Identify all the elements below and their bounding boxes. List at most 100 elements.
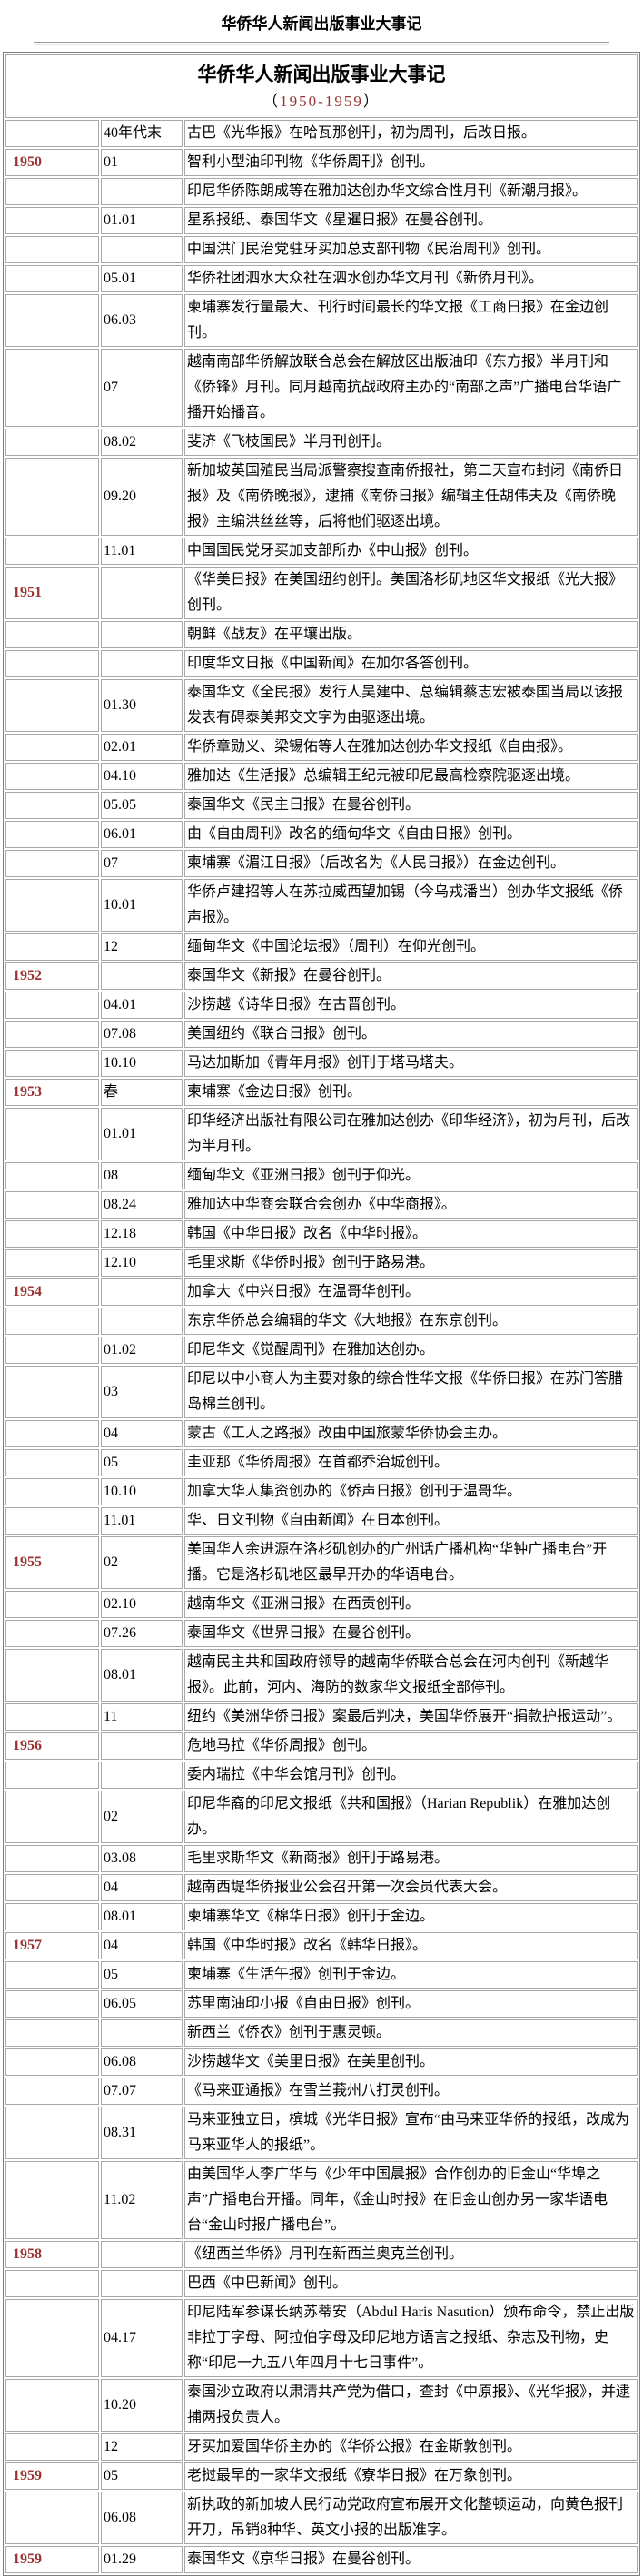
- year-cell: 1954: [5, 1278, 99, 1306]
- event-cell: 雅加达中华商会联合会创办《中华商报》。: [184, 1191, 638, 1219]
- year-cell: [5, 1762, 99, 1789]
- table-row: 01.01 印华经济出版社有限公司在雅加达创办《印华经济》，初为月刊，后改为半月刊…: [5, 1108, 638, 1160]
- table-row: 12.18 韩国《中华日报》改名《中华时报》。: [5, 1220, 638, 1248]
- table-row: 印尼华侨陈朗成等在雅加达创办华文综合性月刊《新潮月报》。: [5, 178, 638, 205]
- event-cell: 雅加达《生活报》总编辑王纪元被印尼最高检察院驱逐出境。: [184, 763, 638, 790]
- event-cell: 中国国民党牙买加支部所办《中山报》创刊。: [184, 538, 638, 565]
- date-cell: [101, 1278, 183, 1306]
- event-cell: 美国华人余进源在洛杉矶创办的广州话广播机构“华钟广播电台”开播。它是洛杉矶地区最…: [184, 1536, 638, 1589]
- year-cell: [5, 1449, 99, 1476]
- events-table-body: 40年代末 古巴《光华报》在哈瓦那创刊，初为周刊，后改日报。 1950 01 智利小型油…: [5, 120, 638, 2573]
- year-cell: [5, 2270, 99, 2297]
- event-cell: 柬埔寨《金边日报》创刊。: [184, 1079, 638, 1106]
- year-cell: [5, 850, 99, 877]
- event-cell: 由《自由周刊》改名的缅甸华文《自由日报》创刊。: [184, 821, 638, 848]
- table-row: 02.10 越南华文《亚洲日报》在西贡创刊。: [5, 1591, 638, 1618]
- event-cell: 东京华侨总会编辑的华文《大地报》在东京创刊。: [184, 1308, 638, 1335]
- date-cell: [101, 2241, 183, 2268]
- year-cell: [5, 821, 99, 848]
- event-cell: 新执政的新加坡人民行动党政府宣布展开文化整顿运动，向黄色报刊开刀，吊销8种华、英…: [184, 2492, 638, 2544]
- date-cell: 04: [101, 1420, 183, 1447]
- table-row: 07.26 泰国华文《世界日报》在曼谷创刊。: [5, 1620, 638, 1647]
- table-row: 11.01 中国国民党牙买加支部所办《中山报》创刊。: [5, 538, 638, 565]
- date-cell: 08.02: [101, 429, 183, 456]
- table-row: 09.20 新加坡英国殖民当局派警察搜查南侨报社，第二天宣布封闭《南侨日报》及《南…: [5, 458, 638, 536]
- table-row: 1959 05 老挝最早的一家华文报纸《寮华日报》在万象创刊。: [5, 2462, 638, 2490]
- date-cell: 01.01: [101, 207, 183, 234]
- date-cell: 12: [101, 2433, 183, 2461]
- event-cell: 越南西堤华侨报业公会召开第一次会员代表大会。: [184, 1874, 638, 1901]
- table-row: 08 缅甸华文《亚洲日报》创刊于仰光。: [5, 1162, 638, 1189]
- event-cell: 《纽西兰华侨》月刊在新西兰奥克兰创刊。: [184, 2241, 638, 2268]
- year-cell: [5, 2019, 99, 2047]
- date-cell: 10.20: [101, 2379, 183, 2432]
- date-cell: 12.18: [101, 1220, 183, 1248]
- event-cell: 印度华文日报《中国新闻》在加尔各答创刊。: [184, 650, 638, 677]
- date-cell: 11.02: [101, 2161, 183, 2239]
- year-cell: [5, 207, 99, 234]
- date-cell: 01.30: [101, 679, 183, 732]
- event-cell: 蒙古《工人之路报》改由中国旅蒙华侨协会主办。: [184, 1420, 638, 1447]
- event-cell: 古巴《光华报》在哈瓦那创刊，初为周刊，后改日报。: [184, 120, 638, 147]
- year-cell: [5, 1620, 99, 1647]
- date-cell: 07: [101, 349, 183, 427]
- table-row: 01.01 星系报纸、泰国华文《星暹日报》在曼谷创刊。: [5, 207, 638, 234]
- event-cell: 沙捞越《诗华日报》在古晋创刊。: [184, 992, 638, 1019]
- table-row: 1957 04 韩国《中华时报》改名《韩华日报》。: [5, 1932, 638, 1959]
- date-cell: 08.31: [101, 2107, 183, 2159]
- event-cell: 缅甸华文《中国论坛报》（周刊）在仰光创刊。: [184, 933, 638, 961]
- event-cell: 华侨卢建招等人在苏拉威西望加锡（今乌戎潘当）创办华文报纸《侨声报》。: [184, 879, 638, 932]
- event-cell: 泰国沙立政府以肃清共产党为借口，查封《中原报》、《光华报》，并逮捕两报负责人。: [184, 2379, 638, 2432]
- event-cell: 印华经济出版社有限公司在雅加达创办《印华经济》，初为月刊，后改为半月刊。: [184, 1108, 638, 1160]
- event-cell: 沙捞越华文《美里日报》在美里创刊。: [184, 2048, 638, 2076]
- event-cell: 柬埔寨《生活午报》创刊于金边。: [184, 1961, 638, 1989]
- table-row: 1954 加拿大《中兴日报》在温哥华创刊。: [5, 1278, 638, 1306]
- event-cell: 《华美日报》在美国纽约创刊。美国洛杉矶地区华文报纸《光大报》创刊。: [184, 567, 638, 619]
- year-cell: [5, 2161, 99, 2239]
- table-row: 03 印尼以中小商人为主要对象的综合性华文报《华侨日报》在苏门答腊岛棉兰创刊。: [5, 1366, 638, 1418]
- year-cell: [5, 763, 99, 790]
- event-cell: 印尼华文《觉醒周刊》在雅加达创办。: [184, 1337, 638, 1364]
- year-cell: [5, 933, 99, 961]
- year-cell: 1958: [5, 2241, 99, 2268]
- date-cell: [101, 1732, 183, 1760]
- subtitle-year-range: 1950-1959: [280, 93, 363, 110]
- table-row: 12.10 毛里求斯《华侨时报》创刊于路易港。: [5, 1249, 638, 1277]
- event-cell: 《马来亚通报》在雪兰莪州八打灵创刊。: [184, 2078, 638, 2105]
- date-cell: 10.01: [101, 879, 183, 932]
- event-cell: 新加坡英国殖民当局派警察搜查南侨报社，第二天宣布封闭《南侨日报》及《南侨晚报》，…: [184, 458, 638, 536]
- year-cell: [5, 1108, 99, 1160]
- table-row: 04.17 印尼陆军参谋长纳苏蒂安（Abdul Haris Nasution）颁布…: [5, 2299, 638, 2377]
- year-cell: [5, 2492, 99, 2544]
- date-cell: 06.08: [101, 2492, 183, 2544]
- table-row: 委内瑞拉《中华会馆月刊》创刊。: [5, 1762, 638, 1789]
- event-cell: 毛里求斯华文《新商报》创刊于路易港。: [184, 1845, 638, 1872]
- event-cell: 韩国《中华时报》改名《韩华日报》。: [184, 1932, 638, 1959]
- date-cell: 08.01: [101, 1649, 183, 1702]
- year-cell: [5, 458, 99, 536]
- year-cell: [5, 1420, 99, 1447]
- table-row: 06.01 由《自由周刊》改名的缅甸华文《自由日报》创刊。: [5, 821, 638, 848]
- year-cell: [5, 1050, 99, 1077]
- event-cell: 新西兰《侨农》创刊于惠灵顿。: [184, 2019, 638, 2047]
- table-row: 10.01 华侨卢建招等人在苏拉威西望加锡（今乌戎潘当）创办华文报纸《侨声报》。: [5, 879, 638, 932]
- event-cell: 泰国华文《民主日报》在曼谷创刊。: [184, 792, 638, 819]
- date-cell: 40年代末: [101, 120, 183, 147]
- date-cell: [101, 2270, 183, 2297]
- table-row: 1952 泰国华文《新报》在曼谷创刊。: [5, 962, 638, 990]
- year-cell: [5, 538, 99, 565]
- date-cell: 05: [101, 1449, 183, 1476]
- event-cell: 纽约《美洲华侨日报》案最后判决，美国华侨展开“捐款护报运动”。: [184, 1703, 638, 1731]
- year-cell: [5, 2048, 99, 2076]
- table-row: 1951 《华美日报》在美国纽约创刊。美国洛杉矶地区华文报纸《光大报》创刊。: [5, 567, 638, 619]
- event-cell: 智利小型油印刊物《华侨周刊》创刊。: [184, 149, 638, 176]
- year-cell: [5, 1021, 99, 1048]
- date-cell: 03.08: [101, 1845, 183, 1872]
- event-cell: 越南民主共和国政府领导的越南华侨联合总会在河内创刊《新越华报》。此前，河内、海防…: [184, 1649, 638, 1702]
- event-cell: 斐济《飞枝国民》半月刊创刊。: [184, 429, 638, 456]
- event-cell: 牙买加爱国华侨主办的《华侨公报》在金斯敦创刊。: [184, 2433, 638, 2461]
- table-row: 11.02 由美国华人李广华与《少年中国晨报》合作创办的旧金山“华埠之声”广播电台…: [5, 2161, 638, 2239]
- year-cell: [5, 879, 99, 932]
- year-cell: [5, 1591, 99, 1618]
- table-row: 01.30 泰国华文《全民报》发行人吴建中、总编辑蔡志宏被泰国当局以该报发表有碍泰…: [5, 679, 638, 732]
